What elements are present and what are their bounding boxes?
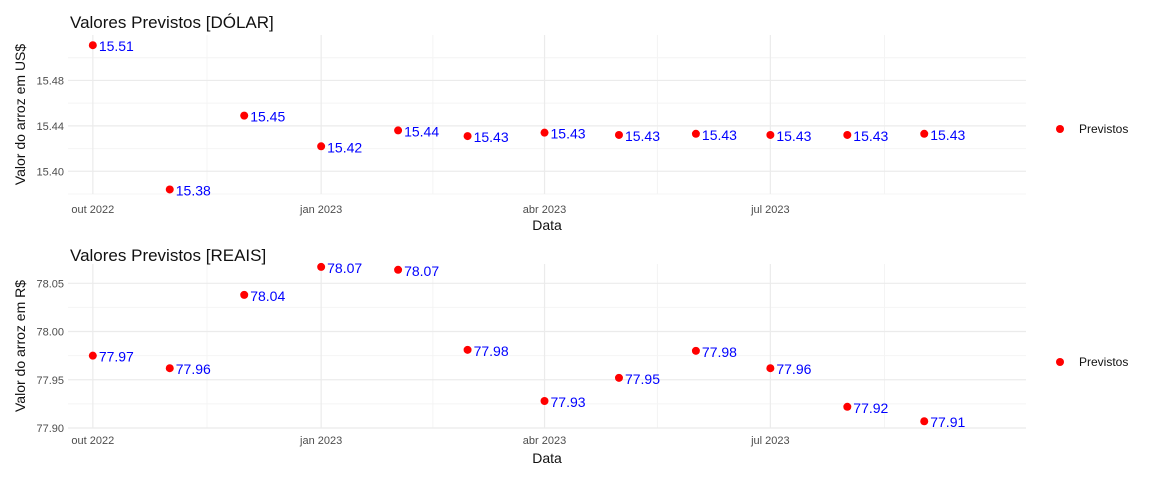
y-tick-label: 77.95 [36, 375, 64, 387]
x-tick-label: abr 2023 [523, 204, 566, 216]
data-point [843, 402, 852, 411]
chart-title: Valores Previstos [DÓLAR] [70, 13, 274, 32]
data-point [691, 346, 700, 355]
data-label: 15.42 [327, 139, 362, 155]
data-label: 15.43 [702, 127, 737, 143]
y-tick-label: 77.90 [36, 423, 64, 435]
data-point [88, 41, 97, 50]
data-point [540, 128, 549, 137]
data-label: 77.95 [625, 371, 660, 387]
data-label: 15.43 [776, 128, 811, 144]
data-label: 77.93 [551, 394, 586, 410]
data-label: 15.43 [930, 127, 965, 143]
data-label: 15.44 [404, 123, 439, 139]
x-tick-label: out 2022 [71, 204, 114, 216]
data-label: 15.43 [625, 128, 660, 144]
data-label: 77.98 [474, 343, 509, 359]
data-point [920, 129, 929, 138]
data-label: 15.43 [853, 128, 888, 144]
data-point [394, 265, 403, 274]
x-tick-label: jul 2023 [750, 435, 790, 447]
x-tick-label: jan 2023 [299, 435, 342, 447]
data-label: 15.43 [551, 126, 586, 142]
data-label: 77.96 [176, 361, 211, 377]
data-point [165, 185, 174, 194]
x-tick-label: jul 2023 [750, 204, 790, 216]
data-point [766, 130, 775, 139]
data-point [240, 290, 249, 299]
x-tick-label: abr 2023 [523, 435, 566, 447]
data-point [614, 130, 623, 139]
data-label: 77.92 [853, 400, 888, 416]
data-point [614, 373, 623, 382]
data-label: 78.07 [404, 263, 439, 279]
x-tick-label: jan 2023 [299, 204, 342, 216]
data-point [317, 262, 326, 271]
chart-panel-0: out 2022 jan 2023 abr 2023 jul 2023 15.40 15.… [12, 13, 1128, 233]
y-tick-label: 15.48 [36, 75, 64, 87]
data-point [463, 345, 472, 354]
data-point [540, 396, 549, 405]
data-label: 15.38 [176, 182, 211, 198]
legend: Previstos [1056, 355, 1128, 369]
data-point [88, 351, 97, 360]
data-label: 15.45 [250, 109, 285, 125]
y-axis-title: Valor do arroz em R$ [12, 280, 28, 412]
data-label: 78.07 [327, 260, 362, 276]
data-point [317, 142, 326, 151]
y-tick-label: 15.44 [36, 121, 64, 133]
legend-marker [1056, 358, 1064, 366]
data-point [463, 132, 472, 141]
data-point [843, 130, 852, 139]
data-label: 78.04 [250, 288, 285, 304]
y-tick-label: 15.40 [36, 166, 64, 178]
data-label: 77.91 [930, 414, 965, 430]
data-label: 15.43 [474, 129, 509, 145]
x-axis-title: Data [532, 217, 562, 233]
data-label: 77.97 [99, 349, 134, 365]
data-point [691, 129, 700, 138]
x-tick-label: out 2022 [71, 435, 114, 447]
y-tick-label: 78.05 [36, 278, 64, 290]
data-label: 15.51 [99, 38, 134, 54]
data-point [766, 364, 775, 373]
data-point [394, 126, 403, 135]
y-tick-label: 78.00 [36, 327, 64, 339]
legend-marker [1056, 125, 1064, 133]
chart-panel-1: out 2022 jan 2023 abr 2023 jul 2023 77.90 77.… [12, 246, 1128, 466]
legend: Previstos [1056, 122, 1128, 136]
x-axis-title: Data [532, 450, 562, 466]
data-point [240, 111, 249, 120]
data-point [920, 417, 929, 426]
data-label: 77.98 [702, 344, 737, 360]
chart-title: Valores Previstos [REAIS] [70, 246, 266, 265]
data-point [165, 364, 174, 373]
legend-label: Previstos [1079, 122, 1128, 136]
legend-label: Previstos [1079, 355, 1128, 369]
data-label: 77.96 [776, 361, 811, 377]
y-axis-title: Valor do arroz em US$ [12, 44, 28, 186]
